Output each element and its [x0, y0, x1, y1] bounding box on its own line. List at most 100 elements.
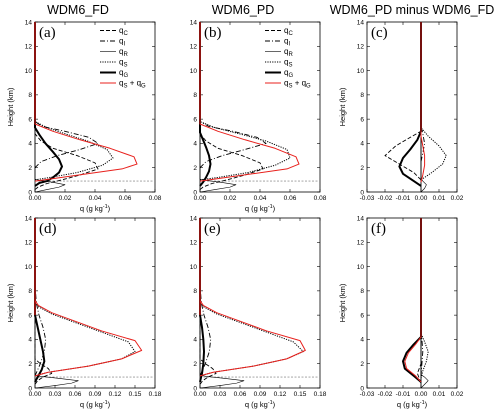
panel-1-legend-label-2: qR	[119, 47, 128, 58]
panel-1-ytick-label: 2	[28, 165, 32, 172]
panel-1-xlabel-sup: -1	[103, 204, 108, 210]
panel-6-xlabel: q (g kg-1)	[397, 400, 428, 409]
panel-1-ytick-label: 6	[28, 116, 32, 123]
panel-3-ytick-label: 14	[357, 19, 365, 26]
column-title-3: WDM6_PD minus WDM6_FD	[330, 3, 495, 17]
panel-5-xlabel-sup: -1	[268, 400, 273, 406]
panel-4: 0 2 4 6 8 10 12 14 0.00 0.03 0.06 0.09 0.12 0.15 0.18 H…	[6, 215, 162, 409]
panel-2-xtick-label: 0.00	[194, 195, 207, 202]
panel-2-xtick-label: 0.08	[314, 195, 327, 202]
panel-2-ytick-label: 10	[190, 68, 198, 75]
panel-2-legend-q-3: q	[284, 58, 288, 67]
panel-2-ytick-label: 8	[193, 92, 197, 99]
panel-4-ylabel: Height (km)	[6, 283, 15, 322]
panel-3-series-qc	[384, 22, 422, 181]
panels-group: 0 2 4 6 8 10 12 14 0.00 0.02 0.04 0.06 0.08 Height (k…	[6, 19, 464, 409]
panel-3-series-qsg	[420, 22, 426, 183]
panel-2-ytick-label: 14	[190, 19, 198, 26]
panel-6-ytick-label: 4	[360, 337, 364, 344]
panel-1-series-qsg	[34, 22, 138, 182]
panel-1-legend-sub-1: I	[123, 42, 125, 48]
column-title-2: WDM6_PD	[212, 3, 275, 17]
panel-3-xtick-label: 0.02	[451, 195, 464, 202]
column-title-1: WDM6_FD	[47, 3, 109, 17]
panel-6-ytick-label: 6	[360, 312, 364, 319]
panel-5-xlabel-end: )	[273, 400, 276, 409]
panel-3-ytick-label: 8	[360, 92, 364, 99]
panel-4-xtick-label: 0.09	[89, 391, 102, 398]
panel-2-legend-q-2: q	[284, 47, 288, 56]
panel-2-legend-sub2-5: G	[306, 84, 311, 90]
panel-4-xtick-label: 0.03	[49, 391, 62, 398]
panel-2-legend-label-3: qS	[284, 58, 292, 69]
panel-2-series-qc	[199, 22, 264, 190]
panel-2-series-qg	[199, 22, 212, 187]
panel-1-legend-sub-3: S	[123, 63, 127, 69]
panel-1-legend-q-3: q	[119, 58, 123, 67]
panel-4-xlabel: q (g kg-1)	[80, 400, 111, 409]
panel-1-legend-sub2-5: G	[141, 84, 146, 90]
panel-3-ylabel: Height (km)	[338, 87, 347, 126]
panel-4-ytick-label: 10	[25, 264, 33, 271]
panel-5-ytick-label: 2	[193, 361, 197, 368]
panel-6-series-qg	[402, 218, 422, 383]
panel-5-xtick-label: 0.00	[194, 391, 207, 398]
panel-5-xtick-label: 0.09	[254, 391, 267, 398]
panel-6-ytick-label: 14	[357, 215, 365, 222]
panel-1-legend-label-5: qS + qG	[119, 79, 146, 90]
panel-5-ytick-label: 6	[193, 312, 197, 319]
panel-2-xlabel-main: q (g kg	[245, 204, 268, 213]
panel-3-xtick-label: -0.02	[378, 195, 393, 202]
panel-6-xtick-label: 0.00	[415, 391, 428, 398]
panel-3-label: (c)	[371, 25, 388, 41]
panel-2-ytick-label: 0	[193, 189, 197, 196]
panel-5-xlabel: q (g kg-1)	[245, 400, 276, 409]
panel-3: 0 2 4 6 8 10 12 14 -0.03 -0.02 -0.01 0.00 0.01 0.02 He…	[338, 19, 464, 202]
panel-1-ytick-label: 10	[25, 68, 33, 75]
panel-2-legend-sub-4: G	[288, 73, 293, 79]
panel-2-xtick-label: 0.04	[254, 195, 267, 202]
panel-2-legend-plus-5: + q	[292, 79, 306, 88]
panel-2-series-qs	[199, 22, 291, 181]
panel-6-series-qi	[420, 218, 424, 376]
panel-2-legend-q-4: q	[284, 68, 288, 77]
panel-4-ytick-label: 0	[28, 385, 32, 392]
panel-6-series-qsg	[404, 218, 422, 383]
panel-5-xtick-label: 0.15	[294, 391, 307, 398]
panel-2-legend-label-5: qS + qG	[284, 79, 311, 90]
panel-2-series-qr	[199, 22, 237, 193]
panel-1-label: (a)	[39, 25, 56, 41]
panel-1-legend-q-1: q	[119, 37, 123, 46]
panel-3-xtick-label: 0.00	[415, 195, 428, 202]
panel-2-legend-sub-0: C	[288, 31, 293, 37]
panel-5-ytick-label: 8	[193, 288, 197, 295]
panel-1-ylabel: Height (km)	[6, 87, 15, 126]
panel-2-legend-label-4: qG	[284, 68, 293, 79]
panel-5-xtick-label: 0.12	[274, 391, 287, 398]
panel-3-xtick-label: 0.01	[433, 195, 446, 202]
panel-1-xlabel-end: )	[108, 204, 111, 213]
panel-2-xlabel-sup: -1	[268, 204, 273, 210]
panel-2-series-qi	[199, 22, 267, 169]
panel-4-xtick-label: 0.18	[149, 391, 162, 398]
panel-5-xtick-label: 0.18	[314, 391, 327, 398]
panel-5-ytick-label: 12	[190, 240, 198, 247]
panel-2-legend-q-1: q	[284, 37, 288, 46]
panel-6: 0 2 4 6 8 10 12 14 -0.03 -0.02 -0.01 0.00 0.01 0.02 He…	[338, 215, 464, 409]
panel-2-legend-sub-5: S	[288, 84, 292, 90]
panel-4-xtick-label: 0.15	[129, 391, 142, 398]
panel-5-xtick-label: 0.03	[214, 391, 227, 398]
panel-3-ytick-label: 12	[357, 44, 365, 51]
panel-2-legend-label-0: qC	[284, 26, 293, 37]
panel-1-xtick-label: 0.08	[149, 195, 162, 202]
panel-1-frame	[34, 21, 156, 193]
panel-5-xtick-label: 0.06	[234, 391, 247, 398]
panel-1-xlabel-main: q (g kg	[80, 204, 103, 213]
panel-1: 0 2 4 6 8 10 12 14 0.00 0.02 0.04 0.06 0.08 Height (k…	[6, 19, 162, 213]
panel-1-xtick-label: 0.02	[59, 195, 72, 202]
panel-3-ytick-label: 6	[360, 116, 364, 123]
panel-2-ytick-label: 6	[193, 116, 197, 123]
panel-4-xlabel-end: )	[108, 400, 111, 409]
panel-6-xlabel-sup: -1	[420, 400, 425, 406]
panel-2-legend-q-5: q	[284, 79, 288, 88]
